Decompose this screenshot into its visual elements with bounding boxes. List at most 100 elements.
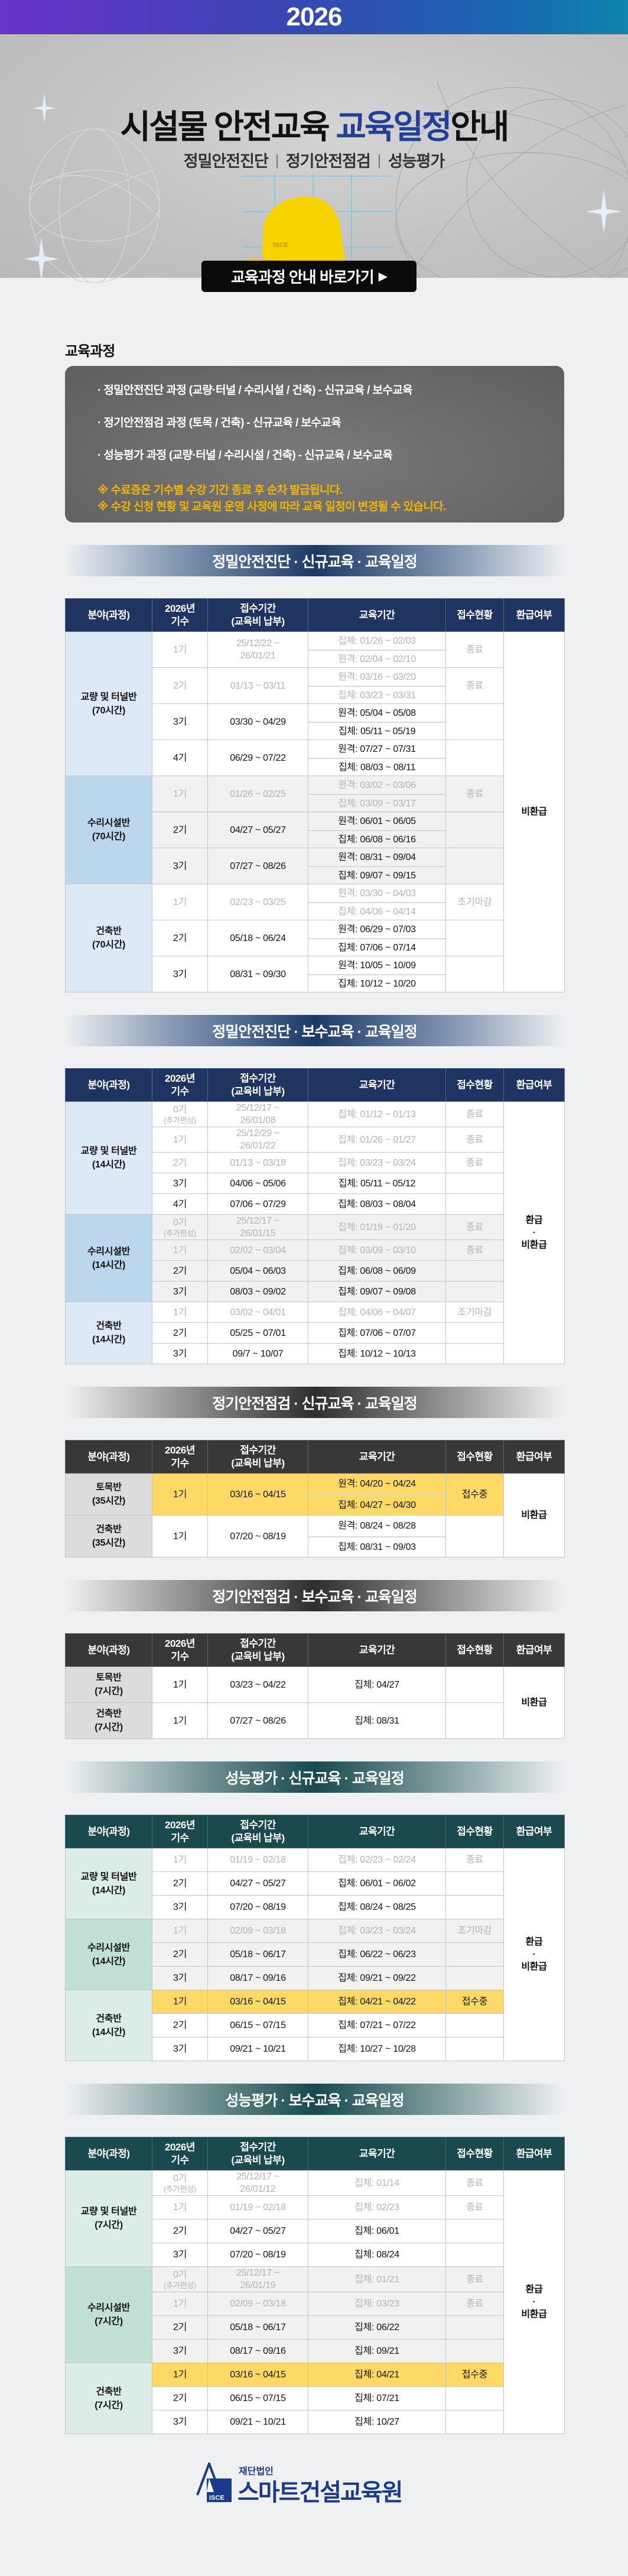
column-header: 교육기간 — [308, 1440, 446, 1474]
registration-status: 종료 — [445, 1240, 504, 1261]
course-group-label: 수리시설반 (70시간) — [65, 776, 152, 884]
table-header-row: 분야(과정) 2026년 기수 접수기간 (교육비 납부) 교육기간 접수현황 환급여부 — [65, 1440, 565, 1474]
table-row: 수리시설반 (14시간) 1기 02/09 ~ 03/18 집체: 03/23 ~ 0… — [65, 1919, 565, 1990]
table-row: 교량 및 터널반 (70시간) 1기 25/12/22 ~ 26/01/21 집체: … — [65, 631, 565, 992]
registration-period: 01/13 ~ 03/11 — [207, 667, 308, 704]
generation: 2기 — [173, 933, 187, 943]
education-session: 집체: 01/21 — [354, 2274, 399, 2285]
registration-status — [445, 739, 504, 776]
generation: 3기 — [173, 1348, 187, 1359]
year-banner: 2026 — [0, 0, 628, 34]
generation-cell: 0기 (추가편성) — [152, 1214, 208, 1240]
course-guide-button[interactable]: 교육과정 안내 바로가기 ▶ — [201, 261, 417, 292]
column-header: 분야(과정) — [65, 1068, 152, 1102]
generation: 2기 — [173, 2226, 187, 2236]
table-row: 3기 09/21 ~ 10/21 집체: 10/27 ~ 10/28 — [66, 2037, 565, 2061]
registration-status: 종료 — [445, 2266, 504, 2292]
generation: 2기 — [173, 680, 187, 691]
registration-status — [445, 1515, 504, 1558]
table-row: 교량 및 터널반 (14시간) 0기 (추가편성) 25/12/17 ~ 26/01/… — [65, 1101, 565, 1364]
course-group-label: 건축반 (14시간) — [65, 1990, 152, 2061]
education-period: 집체: 01/26 ~ 02/03 원격: 02/04 ~ 02/10 — [308, 631, 446, 668]
generation: 0기 — [173, 2173, 187, 2184]
generation-cell: 3기 — [152, 1281, 208, 1302]
table-row: 토목반 (7시간) 1기 03/23 ~ 04/22 집체: 04/27 비환급 — [65, 1666, 565, 1739]
registration-period: 25/12/29 ~ 26/01/22 — [207, 1127, 308, 1153]
page-title: 시설물 안전교육 교육일정안내 — [120, 108, 510, 145]
table-row: 1기 01/19 ~ 02/18 집체: 02/23 종료 — [66, 2195, 565, 2220]
registration-status: 종료 — [445, 1214, 504, 1240]
table-row: 2기 01/13 ~ 03/11 원격: 03/16 ~ 03/20 집체: 03/2… — [66, 667, 565, 704]
triangle-right-icon: ▶ — [378, 270, 388, 283]
education-session: 집체: 08/31 — [354, 1715, 399, 1726]
education-session: 원격: 07/27 ~ 07/31 — [338, 744, 416, 754]
education-period: 집체: 03/23 ~ 03/24 — [308, 1919, 446, 1943]
column-header: 교육기간 — [308, 1068, 446, 1102]
registration-status — [445, 2013, 504, 2038]
column-header: 환급여부 — [503, 1440, 565, 1474]
registration-period: 07/06 ~ 07/29 — [207, 1193, 308, 1215]
table-row: 2기 05/18 ~ 06/17 집체: 06/22 ~ 06/23 — [66, 1942, 565, 1967]
generation: 1기 — [173, 1926, 187, 1936]
notice-text: ※ 수강 신청 현황 및 교육원 운영 사정에 따라 교육 일정이 변경될 수 … — [97, 501, 446, 513]
education-period-split: 원격: 04/20 ~ 04/24 집체: 04/27 ~ 04/30 — [308, 1474, 445, 1515]
education-session: 집체: 10/27 — [354, 2417, 399, 2427]
generation-cell: 1기 — [152, 1702, 208, 1739]
generation: 4기 — [173, 752, 187, 763]
registration-status — [445, 2410, 504, 2434]
education-period: 집체: 04/21 ~ 04/22 — [308, 1990, 446, 2014]
education-session: 집체: 03/23 ~ 03/24 — [338, 1157, 416, 1168]
course-group-label: 토목반 (35시간) — [65, 1473, 152, 1516]
registration-period: 05/18 ~ 06/17 — [207, 1942, 308, 1967]
generation-cell: 3기 — [152, 2410, 208, 2434]
education-session: 집체: 07/21 — [354, 2393, 399, 2403]
education-period: 원격: 03/30 ~ 04/03 집체: 04/06 ~ 04/14 — [308, 884, 446, 920]
column-header: 분야(과정) — [65, 2137, 152, 2171]
generation-cell: 1기 — [152, 1127, 208, 1153]
generation: 0기 — [173, 1104, 187, 1115]
registration-period: 25/12/22 ~ 26/01/21 — [207, 631, 308, 668]
education-period: 집체: 05/11 ~ 05/12 — [308, 1173, 446, 1194]
generation: 2기 — [173, 2020, 187, 2030]
column-header: 접수기간 (교육비 납부) — [207, 598, 308, 632]
education-period-split: 원격: 05/04 ~ 05/08 집체: 05/11 ~ 05/19 — [308, 704, 445, 739]
registration-status — [445, 1173, 504, 1194]
education-period-split: 원격: 08/31 ~ 09/04 집체: 09/07 ~ 09/15 — [308, 848, 445, 884]
registration-period: 04/27 ~ 05/27 — [207, 1871, 308, 1896]
generation: 1기 — [173, 1855, 187, 1865]
generation-cell: 3기 — [152, 848, 208, 884]
education-session: 집체: 10/27 ~ 10/28 — [338, 2044, 416, 2054]
education-period: 집체: 06/22 ~ 06/23 — [308, 1942, 446, 1967]
table-row: 3기 07/20 ~ 08/19 집체: 08/24 — [66, 2243, 565, 2267]
course-group-label: 수리시설반 (14시간) — [65, 1919, 152, 1990]
registration-period: 03/02 ~ 04/01 — [207, 1302, 308, 1323]
generation: 2기 — [173, 1949, 187, 1959]
generation-cell: 1기 — [152, 1990, 208, 2014]
education-period: 집체: 09/07 ~ 09/08 — [308, 1281, 446, 1302]
registration-period: 25/12/17 ~ 26/01/19 — [207, 2266, 308, 2292]
table-row: 3기 07/27 ~ 08/26 원격: 08/31 ~ 09/04 집체: 09/0… — [66, 848, 565, 884]
generation: 1기 — [173, 1489, 187, 1500]
registration-period: 08/03 ~ 09/02 — [207, 1281, 308, 1302]
education-session: 집체: 03/23 ~ 03/31 — [308, 686, 445, 703]
education-period: 원격: 03/02 ~ 03/06 집체: 03/09 ~ 03/17 — [308, 776, 446, 812]
table-header-row: 분야(과정) 2026년 기수 접수기간 (교육비 납부) 교육기간 접수현황 환급여부 — [65, 1068, 565, 1102]
course-item: · 정밀안전진단 과정 (교량·터널 / 수리시설 / 건축) - 신규교육 /… — [97, 384, 413, 397]
column-header: 분야(과정) — [65, 1633, 152, 1667]
generation-cell: 1기 — [152, 1240, 208, 1261]
education-period: 집체: 04/27 — [308, 1666, 446, 1703]
table-row: 건축반 (7시간) 1기 07/27 ~ 08/26 집체: 08/31 — [65, 1702, 565, 1739]
isce-logo: ISCE 재단법인 스마트건설교육원 — [196, 2463, 403, 2504]
education-session: 집체: 04/27 ~ 04/30 — [308, 1494, 445, 1515]
registration-period: 05/18 ~ 06/17 — [207, 2315, 308, 2340]
column-header: 분야(과정) — [65, 598, 152, 632]
generation-cell: 2기 — [152, 2219, 208, 2243]
generation-cell: 3기 — [152, 703, 208, 740]
generation-cell: 2기 — [152, 2386, 208, 2410]
table-row: 1기 25/12/29 ~ 26/01/22 집체: 01/26 ~ 01/27 종료 — [66, 1127, 565, 1153]
column-header: 접수기간 (교육비 납부) — [207, 1633, 308, 1667]
education-period: 집체: 01/14 — [308, 2170, 446, 2196]
section-title: 성능평가 · 신규교육 · 교육일정 — [65, 1761, 564, 1793]
education-period: 집체: 07/21 ~ 07/22 — [308, 2013, 446, 2038]
education-session: 원격: 06/01 ~ 06/05 — [338, 816, 416, 826]
